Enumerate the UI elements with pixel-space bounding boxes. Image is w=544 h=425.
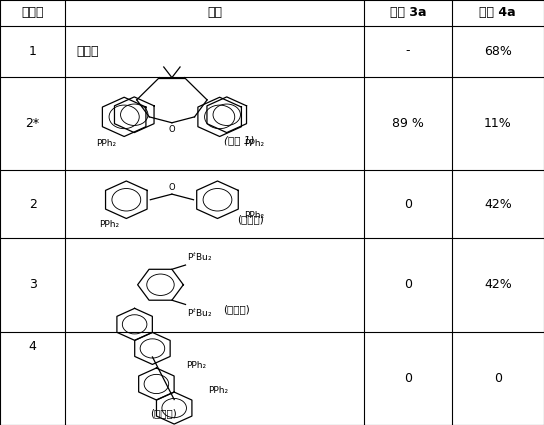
Text: PPh₂: PPh₂ [208, 386, 228, 395]
Text: 0: 0 [494, 372, 502, 385]
Text: 42%: 42% [484, 278, 512, 291]
Text: PPh₂: PPh₂ [96, 139, 116, 148]
Text: 无配体: 无配体 [76, 45, 98, 57]
Text: 0: 0 [404, 198, 412, 210]
Text: P$^t$Bu₂: P$^t$Bu₂ [187, 306, 212, 319]
Text: 3: 3 [29, 278, 36, 291]
Text: 2: 2 [29, 198, 36, 210]
Text: 11%: 11% [484, 117, 512, 130]
Text: PPh₂: PPh₂ [244, 212, 264, 221]
Text: 实施例: 实施例 [21, 6, 44, 19]
Text: O: O [169, 125, 175, 134]
Text: (对比例): (对比例) [237, 214, 264, 224]
Text: (对比例): (对比例) [150, 408, 177, 419]
Text: 68%: 68% [484, 45, 512, 57]
Text: 42%: 42% [484, 198, 512, 210]
Text: O: O [169, 183, 175, 192]
Text: 1: 1 [29, 45, 36, 57]
Text: PPh₂: PPh₂ [187, 361, 207, 370]
Text: PPh₂: PPh₂ [244, 139, 264, 148]
Text: 4: 4 [29, 340, 36, 353]
Text: (配体 1): (配体 1) [224, 135, 254, 145]
Text: 0: 0 [404, 278, 412, 291]
Text: -: - [406, 45, 410, 57]
Text: 89 %: 89 % [392, 117, 424, 130]
Text: 产率 4a: 产率 4a [479, 6, 516, 19]
Text: (对比例): (对比例) [224, 305, 250, 314]
Text: 2*: 2* [26, 117, 40, 130]
Text: 0: 0 [404, 372, 412, 385]
Text: P$^t$Bu₂: P$^t$Bu₂ [187, 250, 212, 263]
Text: PPh₂: PPh₂ [99, 220, 119, 229]
Text: 产率 3a: 产率 3a [390, 6, 426, 19]
Text: 配体: 配体 [207, 6, 222, 19]
